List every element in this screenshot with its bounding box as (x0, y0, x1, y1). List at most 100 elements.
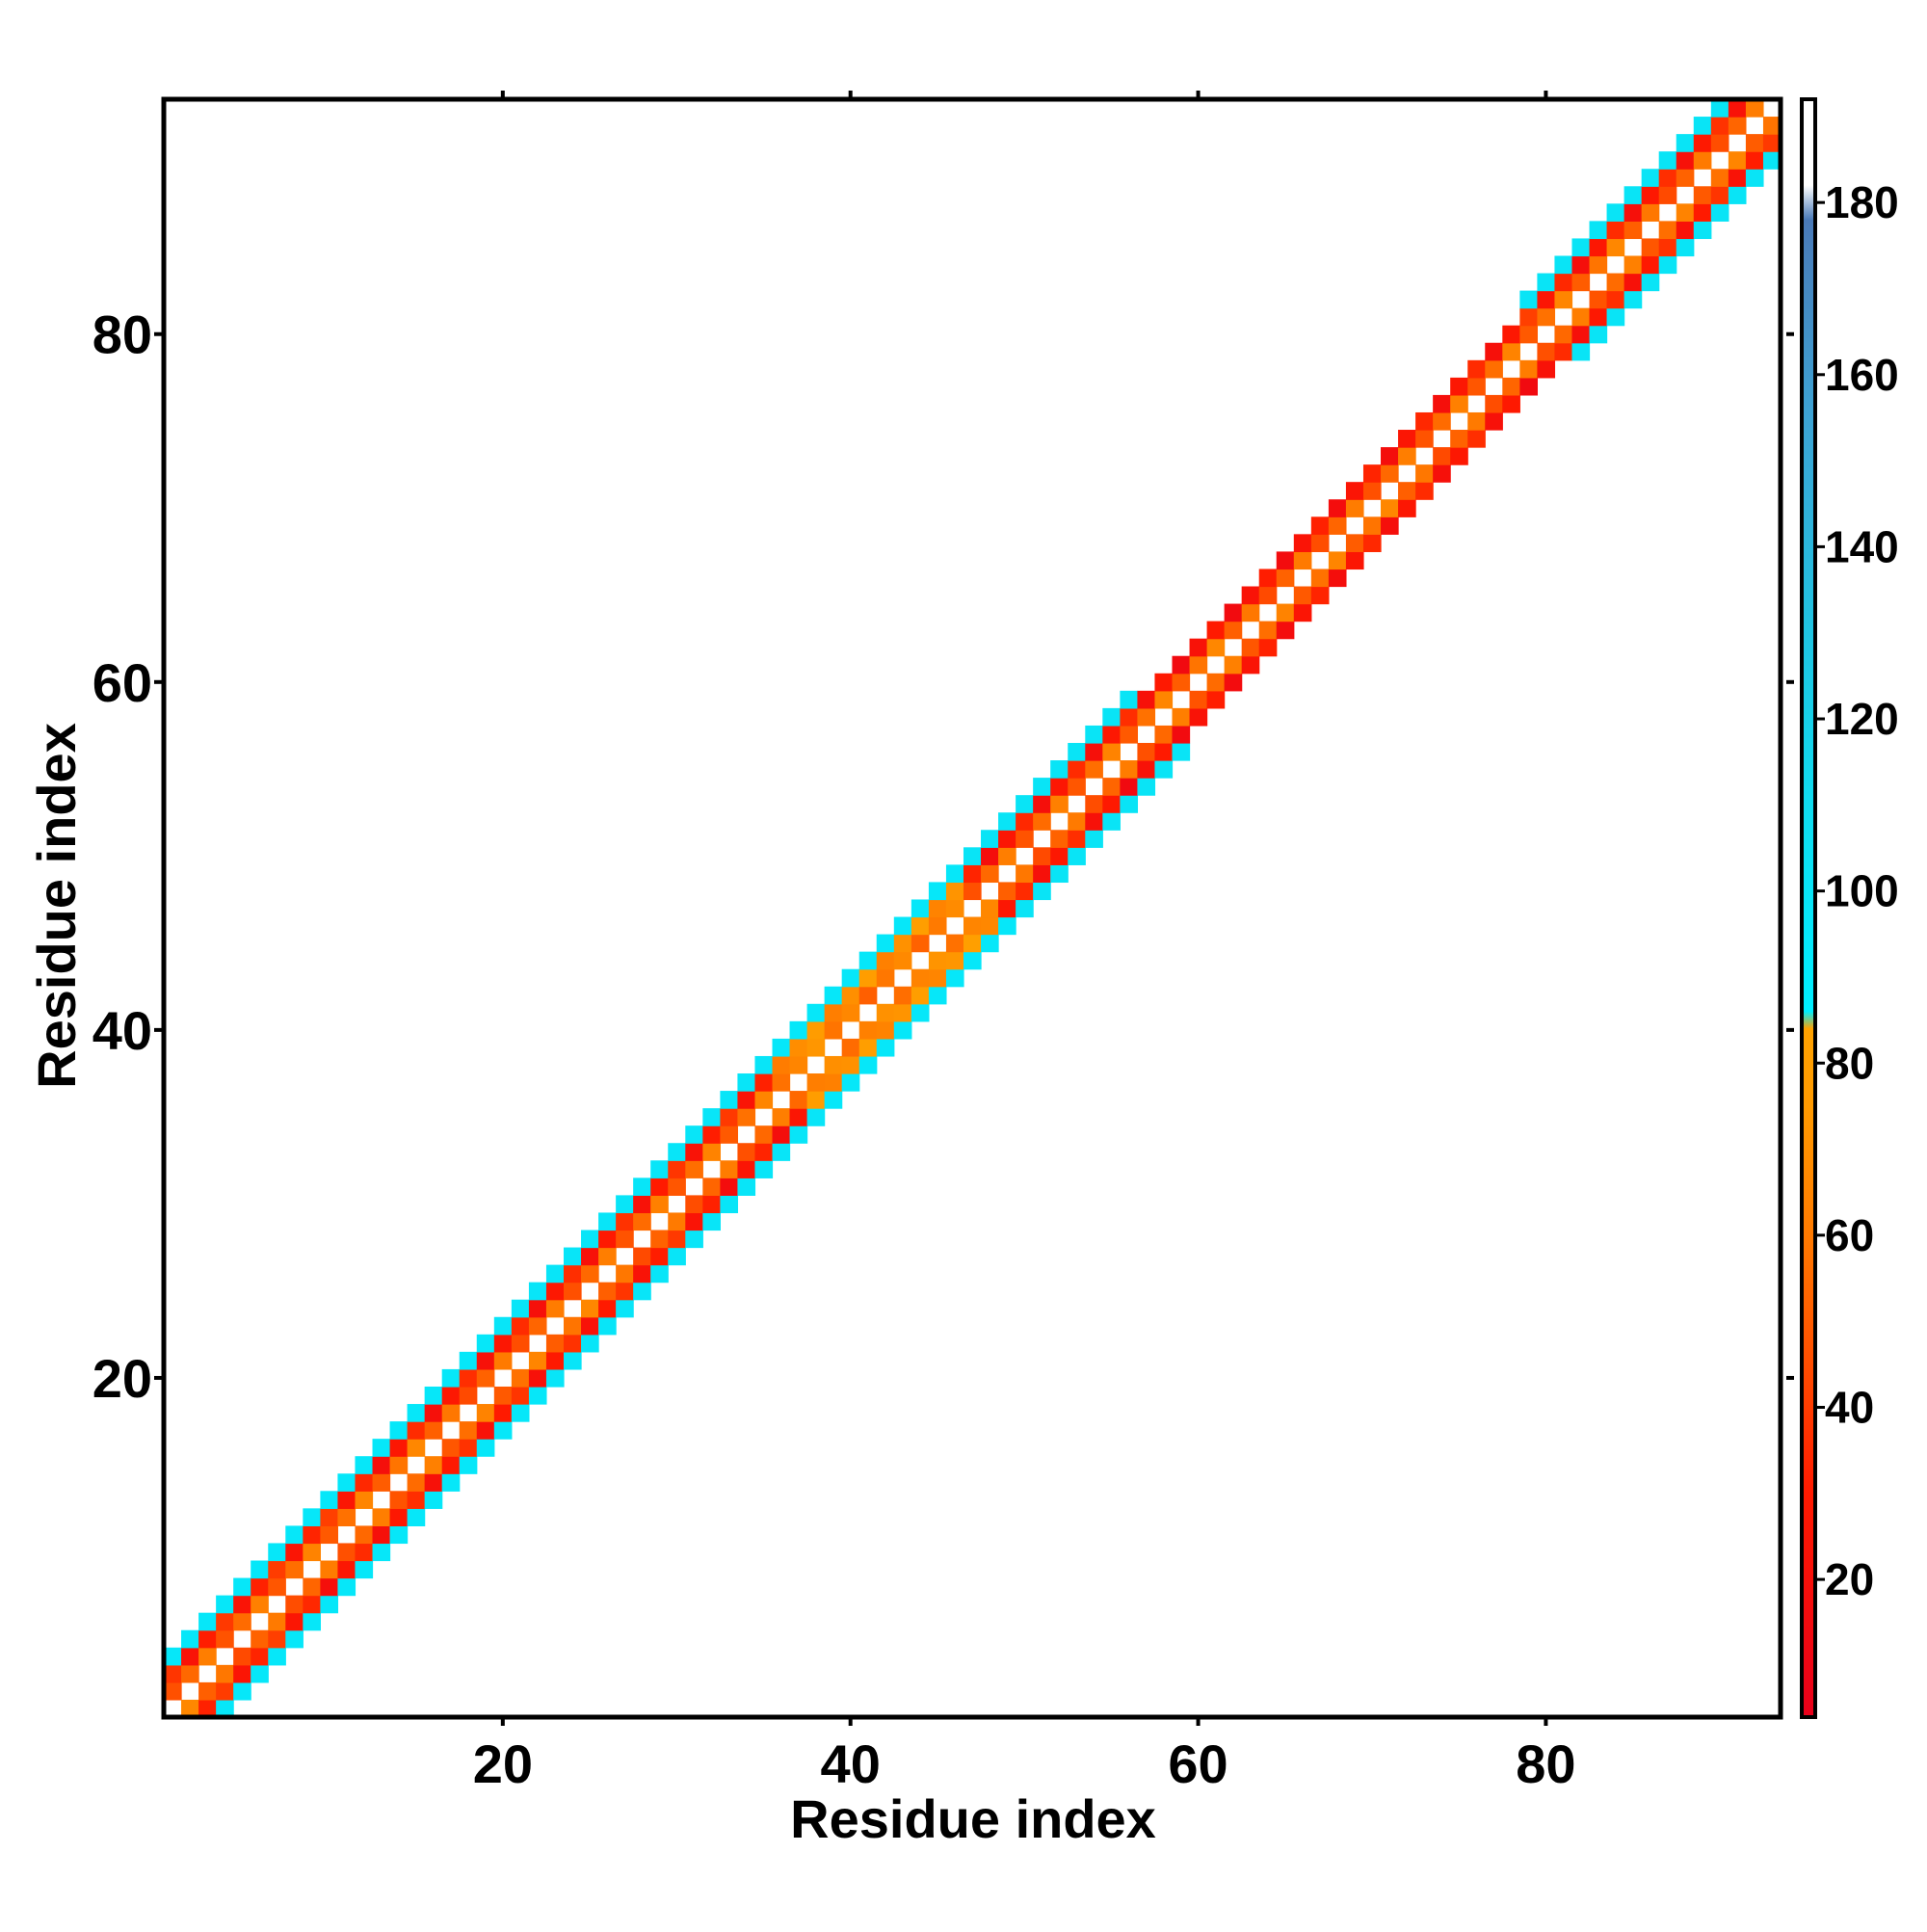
heatmap-cell (1485, 394, 1503, 413)
heatmap-cell (1206, 621, 1226, 640)
colorbar-tick-label: 140 (1825, 521, 1899, 571)
heatmap-cell (1241, 603, 1260, 622)
heatmap-cell (1676, 169, 1695, 187)
heatmap-cell (1328, 516, 1347, 535)
heatmap-cell (981, 864, 999, 884)
colorbar-tick-label: 180 (1825, 177, 1899, 227)
heatmap-cell (1641, 186, 1660, 204)
heatmap-cell (1241, 586, 1260, 605)
heatmap-cell (303, 1577, 321, 1597)
heatmap-cell (1485, 359, 1503, 379)
heatmap-cells (164, 99, 1782, 1718)
heatmap-cell (1293, 586, 1312, 605)
heatmap-cell (841, 1038, 860, 1057)
heatmap-cell (1137, 690, 1156, 709)
heatmap-cell (1676, 134, 1695, 152)
heatmap-cell (685, 1230, 703, 1249)
heatmap-cell (963, 916, 982, 936)
heatmap-cell (1102, 725, 1121, 744)
heatmap-cell (1068, 847, 1086, 865)
heatmap-cell (441, 1456, 461, 1474)
heatmap-cell (545, 1264, 565, 1284)
y-tick-label: 60 (92, 652, 152, 713)
heatmap-cell (1450, 377, 1468, 396)
heatmap-cell (164, 1647, 182, 1666)
heatmap-cell (1450, 394, 1468, 413)
heatmap-cell (1658, 169, 1677, 187)
heatmap-cell (806, 1091, 826, 1109)
heatmap-cell (1310, 516, 1330, 535)
heatmap-cell (911, 1003, 930, 1022)
heatmap-cell (650, 1160, 669, 1178)
heatmap-cell (702, 1195, 721, 1214)
heatmap-cell (1415, 430, 1434, 448)
heatmap-cell (702, 1108, 721, 1126)
heatmap-cell (824, 1073, 843, 1092)
heatmap-cell (1589, 307, 1608, 327)
heatmap-cell (616, 1195, 634, 1214)
heatmap-cell (1762, 117, 1782, 135)
heatmap-cell (633, 1247, 651, 1266)
heatmap-cell (668, 1160, 686, 1178)
heatmap-cell (1623, 203, 1643, 222)
heatmap-cell (1120, 707, 1139, 727)
heatmap-cell (1710, 203, 1729, 222)
heatmap-cell (198, 1647, 217, 1666)
heatmap-cell (1502, 342, 1520, 361)
heatmap-cell (1276, 551, 1295, 570)
heatmap-cell (1433, 411, 1451, 431)
heatmap-cell (1745, 169, 1764, 187)
heatmap-cell (928, 899, 947, 918)
heatmap-cell (1328, 569, 1347, 588)
heatmap-cell (1710, 169, 1729, 187)
heatmap-cell (1120, 760, 1139, 779)
heatmap-cell (198, 1612, 217, 1631)
heatmap-cell (493, 1316, 513, 1336)
heatmap-cell (981, 916, 999, 936)
heatmap-cell (1589, 238, 1608, 257)
heatmap-cell (1016, 812, 1034, 831)
heatmap-cell (233, 1595, 251, 1614)
heatmap-cell (1050, 864, 1069, 884)
heatmap-cell (1589, 325, 1608, 344)
heatmap-cell (668, 1247, 686, 1266)
heatmap-cell (928, 951, 947, 970)
heatmap-cell (372, 1473, 391, 1492)
heatmap-cell (858, 968, 878, 988)
heatmap-cell (441, 1368, 461, 1388)
heatmap-cell (824, 986, 843, 1005)
heatmap-cell (268, 1647, 286, 1666)
heatmap-cell (720, 1160, 739, 1178)
heatmap-cell (737, 1178, 756, 1196)
heatmap-cell (806, 1003, 826, 1022)
heatmap-cell (1589, 290, 1608, 309)
heatmap-cell (1258, 638, 1278, 657)
heatmap-cell (1398, 430, 1416, 448)
heatmap-cell (754, 1055, 774, 1074)
heatmap-cell (1362, 464, 1382, 483)
heatmap-cell (772, 1108, 791, 1126)
heatmap-cell (1258, 569, 1278, 588)
heatmap-cell (1554, 325, 1573, 344)
heatmap-cell (911, 899, 930, 918)
heatmap-cell (476, 1351, 495, 1370)
heatmap-cell (754, 1125, 774, 1144)
heatmap-cell (441, 1473, 461, 1492)
heatmap-cell (303, 1525, 321, 1545)
heatmap-cell (164, 1681, 182, 1701)
heatmap-cell (581, 1299, 599, 1318)
heatmap-cell (1102, 778, 1121, 796)
heatmap-cell (285, 1560, 304, 1579)
heatmap-cell (493, 1351, 513, 1370)
heatmap-cell (1137, 760, 1156, 779)
heatmap-cell (737, 1108, 756, 1126)
heatmap-cell (702, 1143, 721, 1161)
heatmap-cell (1519, 377, 1538, 396)
heatmap-cell (355, 1525, 374, 1545)
heatmap-cell (876, 1038, 895, 1057)
heatmap-cell (198, 1681, 217, 1701)
heatmap-cell (1224, 655, 1243, 675)
heatmap-cell (1623, 186, 1643, 204)
heatmap-cell (511, 1404, 530, 1422)
heatmap-cell (1519, 325, 1538, 344)
